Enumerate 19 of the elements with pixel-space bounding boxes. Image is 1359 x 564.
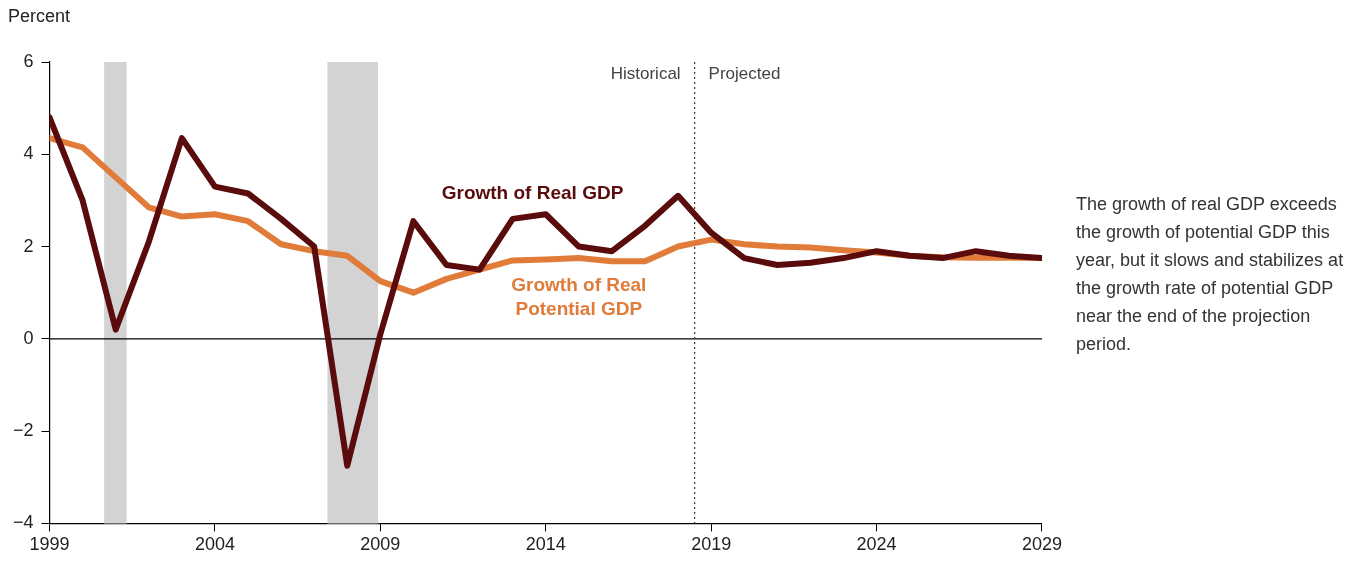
y-axis-title: Percent [8,6,71,27]
y-tick-label: −2 [12,420,34,441]
x-tick-label: 2009 [360,534,401,555]
x-tick-label: 2004 [194,534,235,555]
x-tick-label: 2019 [691,534,732,555]
annotation: Projected [708,63,781,83]
y-tick-label: 4 [23,143,34,164]
x-tick-label: 2029 [1021,534,1062,555]
series-label: Growth of Real GDP [441,181,624,203]
y-tick-label: −4 [12,512,34,533]
x-tick-label: 2014 [525,534,566,555]
y-tick-label: 6 [23,50,34,71]
x-tick-label: 1999 [29,534,70,555]
annotation: Historical [610,63,681,83]
text: The growth of real GDP exceeds the growth of potential GDP this year, but it slows and stabilizes at the growth rate of potential GDP near the end of the projection period. [1076,193,1345,356]
y-tick-label: 0 [23,327,34,348]
y-tick-label: 2 [23,235,34,256]
series-label: Growth of Real Potential GDP [511,273,647,319]
x-tick-label: 2024 [856,534,897,555]
